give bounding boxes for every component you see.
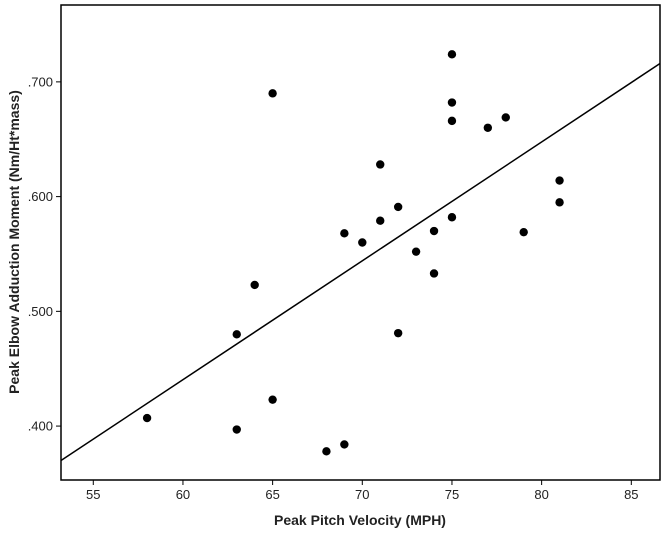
x-axis: 55 60 65 70 75 80 85 <box>86 480 639 502</box>
data-point <box>483 123 493 132</box>
data-point <box>393 328 403 338</box>
x-tick-label: 70 <box>355 487 369 502</box>
data-point <box>142 413 152 423</box>
data-point <box>429 226 439 236</box>
data-point <box>393 202 403 212</box>
data-point <box>340 229 349 238</box>
data-point <box>411 247 421 256</box>
x-tick-label: 75 <box>445 487 459 502</box>
y-tick-label: .700 <box>28 74 53 89</box>
data-point <box>501 113 510 122</box>
data-point <box>447 98 457 107</box>
data-point <box>250 280 259 290</box>
data-point <box>447 50 457 59</box>
y-axis-title: Peak Elbow Adduction Moment (Nm/Ht*mass) <box>6 90 22 394</box>
x-tick-label: 55 <box>86 487 100 502</box>
data-point <box>376 216 385 225</box>
data-point <box>268 89 277 98</box>
regression-line <box>60 62 661 462</box>
y-tick-label: .400 <box>28 419 53 434</box>
data-point <box>447 213 457 222</box>
x-tick-label: 60 <box>176 487 190 502</box>
x-tick-label: 65 <box>265 487 279 502</box>
data-point <box>376 160 385 169</box>
data-point <box>429 269 439 278</box>
y-axis: .400 .500 .600 .700 <box>28 74 61 434</box>
y-tick-label: .500 <box>28 304 53 319</box>
data-point <box>555 198 564 207</box>
fit-line-group <box>60 62 661 462</box>
data-point <box>519 227 528 237</box>
data-point <box>268 395 277 404</box>
data-point <box>340 440 349 449</box>
y-tick-label: .600 <box>28 189 53 204</box>
x-tick-label: 85 <box>624 487 638 502</box>
x-axis-title: Peak Pitch Velocity (MPH) <box>274 512 446 528</box>
data-point <box>322 447 331 456</box>
data-point <box>555 176 564 185</box>
data-points <box>142 50 564 456</box>
x-tick-label: 80 <box>534 487 548 502</box>
data-point <box>358 238 367 247</box>
data-point <box>232 425 241 434</box>
data-point <box>232 330 241 339</box>
data-point <box>447 116 457 126</box>
